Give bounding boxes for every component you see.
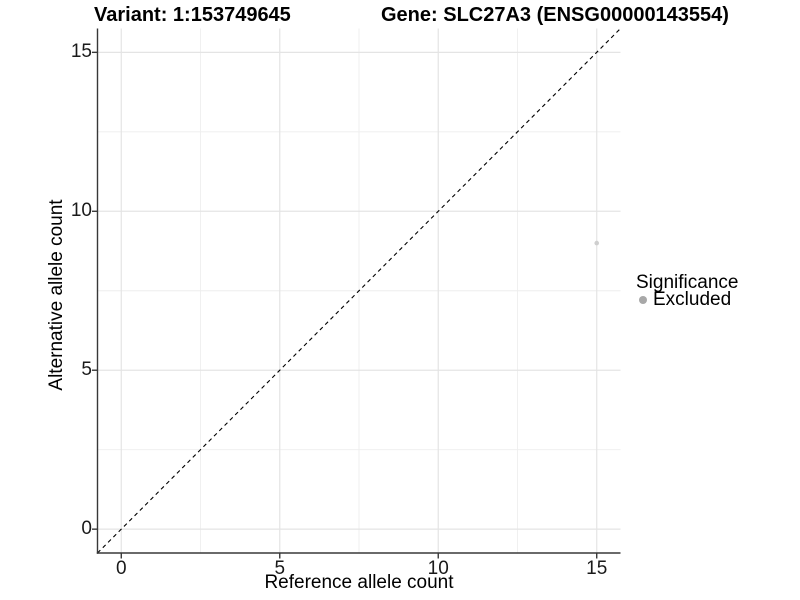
y-axis-tick-label: 15 bbox=[70, 41, 92, 63]
x-axis-tick-label: 0 bbox=[115, 558, 127, 579]
legend-item-label: Excluded bbox=[653, 289, 732, 310]
legend-point-icon bbox=[639, 295, 647, 304]
legend: Significance Excluded bbox=[636, 272, 739, 310]
x-axis-tick-label: 15 bbox=[586, 558, 608, 579]
data-point bbox=[594, 240, 600, 246]
x-axis-tick-label: 10 bbox=[427, 558, 449, 579]
x-axis-tick-label: 5 bbox=[274, 558, 286, 579]
y-axis-tick-label: 10 bbox=[70, 200, 92, 222]
legend-item-excluded: Excluded bbox=[636, 289, 738, 310]
plot-title-gene: Gene: SLC27A3 (ENSG00000143554) bbox=[381, 4, 729, 26]
y-axis-title: Alternative allele count bbox=[46, 199, 67, 391]
y-axis-tick-label: 0 bbox=[81, 518, 92, 540]
y-axis-tick-label: 5 bbox=[81, 359, 92, 381]
identity-reference-line bbox=[97, 28, 621, 554]
legend-title: Significance bbox=[636, 272, 739, 293]
x-axis-title: Reference allele count bbox=[264, 572, 454, 593]
plot-title-variant: Variant: 1:153749645 bbox=[94, 4, 291, 26]
